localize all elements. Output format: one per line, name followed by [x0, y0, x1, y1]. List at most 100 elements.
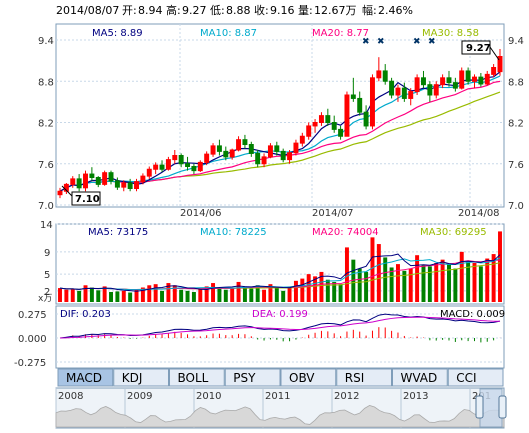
candle-body[interactable] [312, 122, 318, 127]
volume-bar[interactable] [140, 287, 145, 302]
candle-body[interactable] [185, 163, 191, 167]
volume-bar[interactable] [408, 268, 413, 302]
volume-bar[interactable] [453, 268, 458, 302]
candle-body[interactable] [408, 91, 414, 99]
candle-body[interactable] [293, 142, 299, 154]
volume-bar[interactable] [172, 285, 177, 302]
candle-body[interactable] [134, 181, 139, 189]
volume-bar[interactable] [242, 286, 247, 302]
volume-bar[interactable] [319, 271, 324, 302]
candle-body[interactable] [261, 156, 267, 165]
navigator-left-handle[interactable] [475, 395, 484, 419]
volume-bar[interactable] [128, 292, 133, 302]
candle-body[interactable] [95, 177, 101, 185]
volume-bar[interactable] [376, 244, 381, 302]
candle-body[interactable] [331, 122, 337, 130]
candle-body[interactable] [306, 125, 312, 137]
candle-body[interactable] [350, 94, 356, 99]
candle-body[interactable] [223, 150, 229, 158]
volume-bar[interactable] [77, 290, 82, 302]
event-marker-icon[interactable]: ✖ [377, 37, 385, 47]
volume-bar[interactable] [134, 289, 139, 302]
candle-body[interactable] [382, 70, 388, 82]
volume-bar[interactable] [230, 287, 235, 302]
volume-bar[interactable] [166, 283, 171, 302]
volume-bar[interactable] [472, 263, 477, 302]
volume-bar[interactable] [364, 271, 369, 302]
volume-bar[interactable] [211, 283, 216, 302]
volume-bar[interactable] [440, 259, 445, 302]
volume-bar[interactable] [179, 289, 184, 302]
volume-bar[interactable] [300, 278, 305, 302]
tab-rsi[interactable]: RSI [336, 368, 392, 387]
volume-bar[interactable] [89, 287, 94, 302]
candle-body[interactable] [146, 168, 152, 177]
candle-body[interactable] [159, 164, 165, 170]
candle-body[interactable] [433, 84, 439, 96]
candle-body[interactable] [178, 155, 184, 165]
volume-bar[interactable] [236, 281, 241, 302]
tab-cci[interactable]: CCI [447, 368, 504, 387]
volume-bar[interactable] [383, 257, 388, 302]
candle-body[interactable] [197, 161, 203, 172]
volume-bar[interactable] [338, 284, 343, 302]
volume-bar[interactable] [306, 274, 311, 302]
candle-body[interactable] [363, 111, 369, 127]
candle-body[interactable] [369, 77, 375, 127]
volume-bar[interactable] [102, 286, 107, 302]
event-marker-icon[interactable]: ✖ [362, 37, 370, 47]
volume-bar[interactable] [121, 290, 126, 302]
candle-body[interactable] [414, 77, 420, 93]
volume-bar[interactable] [357, 268, 362, 302]
volume-bar[interactable] [191, 291, 196, 302]
candle-body[interactable] [280, 150, 286, 161]
volume-bar[interactable] [249, 288, 254, 302]
candle-body[interactable] [452, 82, 458, 89]
volume-bar[interactable] [287, 286, 292, 302]
volume-bar[interactable] [491, 254, 496, 302]
volume-bar[interactable] [204, 286, 209, 302]
volume-bar[interactable] [421, 265, 426, 302]
candle-body[interactable] [478, 76, 484, 85]
candle-body[interactable] [427, 84, 433, 96]
candle-body[interactable] [357, 97, 363, 113]
volume-bar[interactable] [109, 291, 113, 302]
volume-bar[interactable] [498, 231, 502, 302]
candle-body[interactable] [344, 94, 350, 137]
volume-bar[interactable] [268, 284, 273, 302]
volume-bar[interactable] [198, 288, 203, 302]
tab-boll[interactable]: BOLL [169, 368, 225, 387]
candle-body[interactable] [401, 87, 407, 99]
volume-bar[interactable] [395, 264, 400, 302]
tab-psy[interactable]: PSY [224, 368, 281, 387]
candle-body[interactable] [216, 145, 222, 152]
tab-macd[interactable]: MACD [57, 368, 114, 387]
candle-body[interactable] [421, 77, 426, 86]
volume-bar[interactable] [115, 291, 120, 302]
volume-bar[interactable] [160, 290, 165, 302]
volume-bar[interactable] [83, 285, 88, 302]
candle-body[interactable] [395, 87, 401, 96]
candle-body[interactable] [127, 182, 133, 189]
candle-body[interactable] [318, 115, 324, 123]
candle-body[interactable] [440, 77, 446, 86]
volume-bar[interactable] [332, 281, 337, 302]
volume-bar[interactable] [325, 279, 330, 302]
candle-body[interactable] [76, 178, 82, 189]
volume-bar[interactable] [351, 259, 356, 302]
volume-bar[interactable] [459, 251, 464, 302]
candle-body[interactable] [338, 128, 344, 137]
candle-body[interactable] [140, 175, 146, 183]
volume-bar[interactable] [96, 290, 101, 302]
volume-bar[interactable] [153, 284, 158, 302]
volume-bar[interactable] [281, 290, 286, 302]
candle-body[interactable] [459, 70, 465, 89]
candle-body[interactable] [70, 178, 76, 185]
candle-body[interactable] [274, 145, 280, 152]
tab-obv[interactable]: OBV [280, 368, 337, 387]
candle-body[interactable] [172, 155, 178, 161]
volume-bar[interactable] [185, 290, 190, 302]
volume-bar[interactable] [58, 288, 62, 302]
candle-body[interactable] [210, 145, 216, 155]
volume-bar[interactable] [147, 285, 152, 302]
